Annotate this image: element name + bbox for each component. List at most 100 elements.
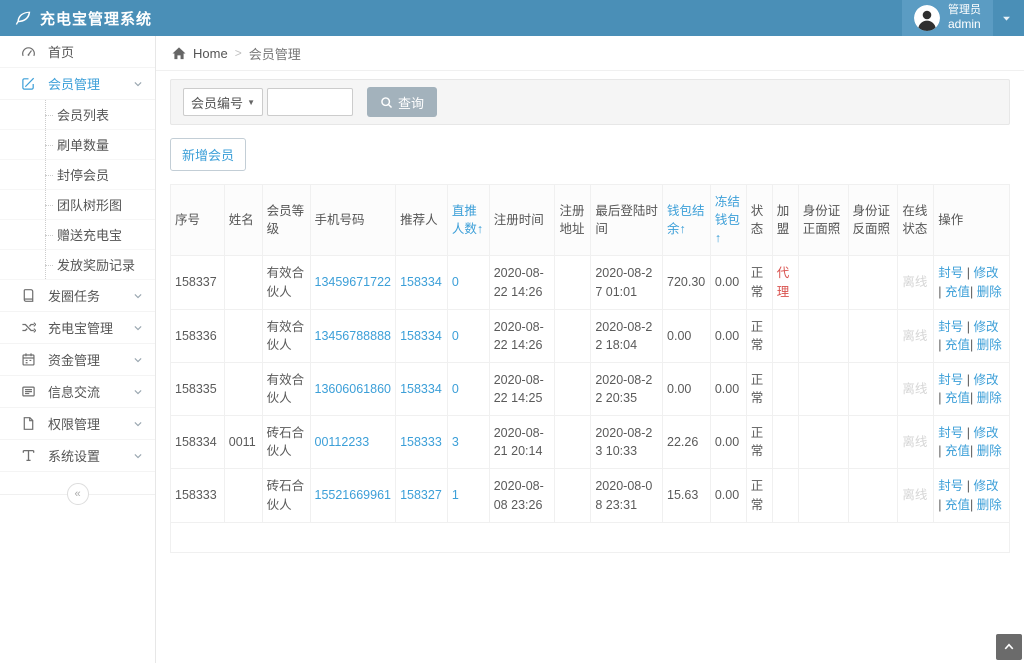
search-input[interactable] xyxy=(267,88,353,116)
search-panel: 会员编号 ▼ 查询 xyxy=(170,79,1010,125)
sidebar-item-moments-tasks[interactable]: 发圈任务 xyxy=(0,280,155,312)
table-row: 158335 有效合伙人 13606061860 158334 0 2020-08-22 … xyxy=(170,361,1010,417)
cell-wallet: 720.30 xyxy=(662,255,711,310)
cell-id: 158334 xyxy=(170,415,225,470)
chevron-down-icon xyxy=(133,387,143,397)
action-delete-link[interactable]: 删除 xyxy=(976,337,1002,352)
action-recharge-link[interactable]: 充值 xyxy=(944,337,970,352)
chevron-down-icon xyxy=(133,79,143,89)
sidebar-item-powerbank[interactable]: 充电宝管理 xyxy=(0,312,155,344)
cell-id_front xyxy=(797,361,849,417)
cell-online: 离线 xyxy=(897,255,935,310)
phone-link[interactable]: 13456788888 xyxy=(314,328,391,343)
back-to-top-button[interactable] xyxy=(996,634,1022,660)
sidebar-item-label: 资金管理 xyxy=(48,353,101,368)
cell-phone: 13459671722 xyxy=(309,255,397,310)
sidebar-item-permissions[interactable]: 权限管理 xyxy=(0,408,155,440)
search-filter-select[interactable]: 会员编号 ▼ xyxy=(183,88,263,116)
cell-id_front xyxy=(797,415,849,470)
search-icon xyxy=(380,96,393,109)
cell-phone: 00112233 xyxy=(309,415,397,470)
sidebar-subitem-members-5[interactable]: 发放奖励记录 xyxy=(0,250,155,280)
action-ban-link[interactable]: 封号 xyxy=(938,479,964,494)
action-edit-link[interactable]: 修改 xyxy=(973,372,999,387)
sidebar-collapse-button[interactable]: « xyxy=(66,483,89,505)
cell-referrer: 158334 xyxy=(395,255,448,310)
content-area: Home > 会员管理 会员编号 ▼ 查询 新增会员 序号 姓名 会员等级 手机号码推… xyxy=(156,36,1024,663)
cell-wallet: 15.63 xyxy=(662,468,711,523)
referrer-link[interactable]: 158334 xyxy=(400,275,442,290)
user-name: admin xyxy=(948,17,981,32)
referrer-link[interactable]: 158327 xyxy=(400,488,442,503)
action-recharge-link[interactable]: 充值 xyxy=(944,497,970,512)
cell-status: 正常 xyxy=(745,255,773,310)
action-edit-link[interactable]: 修改 xyxy=(973,426,999,441)
direct-link[interactable]: 0 xyxy=(451,275,459,290)
col-header-wallet[interactable]: 钱包结余↑ xyxy=(662,183,711,257)
action-delete-link[interactable]: 删除 xyxy=(976,391,1002,405)
action-delete-link[interactable]: 删除 xyxy=(976,497,1002,512)
action-recharge-link[interactable]: 充值 xyxy=(944,284,970,299)
breadcrumb-home[interactable]: Home xyxy=(193,45,228,61)
sidebar-item-home[interactable]: 首页 xyxy=(0,36,155,68)
sidebar-subitem-members-4[interactable]: 赠送充电宝 xyxy=(0,220,155,250)
add-member-button[interactable]: 新增会员 xyxy=(170,138,247,171)
breadcrumb-current: 会员管理 xyxy=(248,46,301,62)
cell-franchise xyxy=(771,361,799,417)
col-header-phone: 手机号码 xyxy=(309,183,397,257)
chevron-down-icon xyxy=(133,323,143,333)
cell-level: 有效合伙人 xyxy=(261,255,311,310)
cell-id_back xyxy=(847,468,899,523)
sidebar-subitem-members-0[interactable]: 会员列表 xyxy=(0,100,155,130)
cell-level: 砖石合伙人 xyxy=(261,468,311,523)
action-ban-link[interactable]: 封号 xyxy=(938,319,964,334)
action-delete-link[interactable]: 删除 xyxy=(976,284,1002,299)
breadcrumb: Home > 会员管理 xyxy=(156,36,1024,71)
action-edit-link[interactable]: 修改 xyxy=(973,266,999,281)
user-caret-down-icon[interactable] xyxy=(1001,13,1012,24)
phone-link[interactable]: 13606061860 xyxy=(314,381,391,396)
action-recharge-link[interactable]: 充值 xyxy=(944,444,970,459)
home-icon xyxy=(172,46,186,60)
user-menu[interactable]: 管理员 admin xyxy=(902,0,993,36)
direct-link[interactable]: 3 xyxy=(451,435,459,450)
cell-last_login: 2020-08-27 01:01 xyxy=(590,255,664,310)
col-header-frozen[interactable]: 冻结钱包↑ xyxy=(709,183,747,257)
sidebar-item-label: 信息交流 xyxy=(48,385,101,400)
action-delete-link[interactable]: 删除 xyxy=(976,444,1002,459)
sidebar-subitem-members-2[interactable]: 封停会员 xyxy=(0,160,155,190)
direct-link[interactable]: 1 xyxy=(451,488,459,503)
col-header-direct[interactable]: 直推人数↑ xyxy=(446,183,490,257)
phone-link[interactable]: 00112233 xyxy=(314,435,370,450)
sidebar-item-label: 会员管理 xyxy=(48,77,101,92)
action-ban-link[interactable]: 封号 xyxy=(938,266,964,281)
referrer-link[interactable]: 158334 xyxy=(400,381,442,396)
cell-reg_addr xyxy=(554,308,592,363)
cell-id_back xyxy=(847,255,899,310)
sidebar-item-funds[interactable]: 资金管理 xyxy=(0,344,155,376)
action-edit-link[interactable]: 修改 xyxy=(973,479,999,494)
action-ban-link[interactable]: 封号 xyxy=(938,426,964,441)
col-header-franchise: 加盟 xyxy=(771,183,799,257)
sidebar-item-settings[interactable]: 系统设置 xyxy=(0,440,155,472)
book-icon xyxy=(20,288,36,304)
cell-online: 离线 xyxy=(897,361,935,417)
action-ban-link[interactable]: 封号 xyxy=(938,372,964,387)
phone-link[interactable]: 15521669961 xyxy=(314,488,391,503)
action-edit-link[interactable]: 修改 xyxy=(973,319,999,334)
search-button[interactable]: 查询 xyxy=(367,87,438,117)
phone-link[interactable]: 13459671722 xyxy=(314,275,391,290)
direct-link[interactable]: 0 xyxy=(451,328,459,343)
sidebar-subitem-members-3[interactable]: 团队树形图 xyxy=(0,190,155,220)
table-body: 158337 有效合伙人 13459671722 158334 0 2020-08-22 … xyxy=(170,255,1010,523)
direct-link[interactable]: 0 xyxy=(451,381,459,396)
cell-last_login: 2020-08-23 10:33 xyxy=(590,415,664,470)
sidebar-item-members[interactable]: 会员管理 xyxy=(0,68,155,100)
action-recharge-link[interactable]: 充值 xyxy=(944,391,970,405)
sidebar-subitem-members-1[interactable]: 刷单数量 xyxy=(0,130,155,160)
calendar-icon xyxy=(20,352,36,368)
referrer-link[interactable]: 158333 xyxy=(400,435,442,450)
sidebar-item-label: 系统设置 xyxy=(48,449,101,464)
sidebar-item-messages[interactable]: 信息交流 xyxy=(0,376,155,408)
referrer-link[interactable]: 158334 xyxy=(400,328,442,343)
